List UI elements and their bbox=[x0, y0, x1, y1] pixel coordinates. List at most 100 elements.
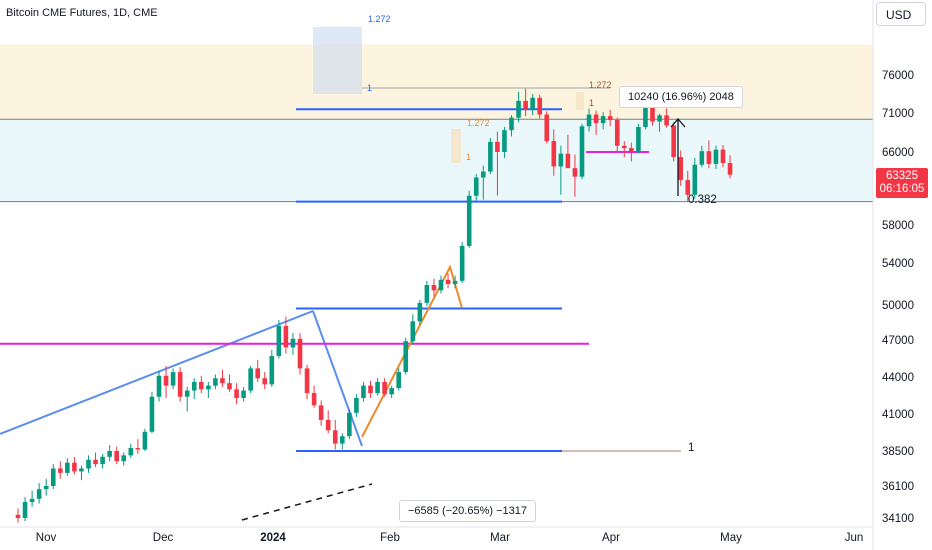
candle bbox=[417, 299, 423, 325]
candle bbox=[318, 400, 324, 426]
orange-projection bbox=[361, 264, 463, 438]
candle bbox=[706, 140, 712, 169]
candle bbox=[354, 394, 359, 417]
y-tick-label: 58000 bbox=[882, 220, 914, 232]
candle-body bbox=[727, 163, 733, 175]
candle-body bbox=[657, 115, 662, 122]
x-tick-label: Mar bbox=[490, 532, 510, 544]
candle bbox=[15, 508, 21, 523]
currency-selector[interactable]: USD bbox=[876, 2, 926, 26]
resistance-zone-yellow bbox=[0, 44, 873, 120]
fib-right-1272-label: 1.272 bbox=[589, 80, 612, 90]
candle bbox=[255, 359, 260, 382]
candle bbox=[121, 452, 127, 466]
y-tick-label: 34100 bbox=[882, 513, 914, 525]
candle-body bbox=[579, 126, 585, 177]
candle bbox=[347, 409, 352, 440]
candle-body bbox=[523, 100, 528, 110]
candle-body bbox=[509, 117, 514, 131]
candle-body bbox=[156, 375, 162, 397]
candle-body bbox=[114, 451, 119, 462]
candle-body bbox=[614, 120, 620, 146]
candle-body bbox=[516, 100, 521, 118]
candle-body bbox=[121, 455, 127, 462]
y-axis[interactable]: 34100 36100 38500 41000 44000 47000 50000 54000… bbox=[882, 70, 914, 525]
candle bbox=[382, 378, 387, 397]
candle-body bbox=[445, 279, 451, 284]
fib-box-top bbox=[313, 27, 362, 94]
candle bbox=[58, 461, 63, 479]
candle bbox=[544, 111, 550, 144]
candle bbox=[290, 333, 296, 355]
candle-body bbox=[396, 372, 401, 389]
candle bbox=[403, 337, 409, 375]
candle-body bbox=[100, 456, 105, 465]
candle-body bbox=[643, 106, 648, 128]
candle bbox=[213, 374, 218, 390]
trendline-rising bbox=[0, 310, 314, 435]
candle bbox=[565, 134, 571, 169]
candle-body bbox=[530, 97, 535, 110]
candle-body bbox=[389, 388, 394, 395]
candle-body bbox=[650, 106, 655, 122]
candle bbox=[727, 155, 733, 179]
measure-down-label: −6585 (−20.65%) −1317 bbox=[399, 500, 536, 522]
candle bbox=[488, 137, 493, 175]
candle-body bbox=[495, 141, 500, 152]
candle-body bbox=[417, 302, 423, 322]
candle-body bbox=[220, 378, 225, 384]
candle-body bbox=[558, 153, 564, 167]
last-price-value: 63325 bbox=[886, 170, 918, 182]
candle-body bbox=[593, 114, 599, 124]
candle bbox=[361, 381, 366, 402]
y-tick-label: 76000 bbox=[882, 70, 914, 82]
candle-body bbox=[199, 381, 204, 390]
y-tick-label: 71000 bbox=[882, 108, 914, 120]
candle bbox=[199, 375, 204, 394]
candle bbox=[692, 157, 698, 199]
candle-body bbox=[262, 378, 268, 385]
candle-body bbox=[311, 393, 317, 406]
candle-body bbox=[600, 116, 606, 124]
candle bbox=[22, 497, 28, 522]
candle-body bbox=[438, 279, 444, 291]
candle bbox=[184, 386, 190, 412]
candle-body bbox=[72, 462, 77, 472]
candle-body bbox=[297, 338, 303, 369]
candle-body bbox=[466, 195, 472, 246]
candle bbox=[516, 91, 521, 123]
candle-body bbox=[227, 383, 232, 390]
y-tick-label: 66000 bbox=[882, 147, 914, 159]
candle-body bbox=[544, 114, 550, 142]
y-tick-label: 44000 bbox=[882, 372, 914, 384]
candle-body bbox=[248, 368, 253, 391]
candle bbox=[713, 145, 719, 169]
candle bbox=[206, 381, 211, 398]
x-tick-label: May bbox=[720, 532, 742, 544]
candle-body bbox=[142, 431, 148, 450]
candle-body bbox=[481, 171, 486, 178]
candle-body bbox=[86, 459, 91, 469]
candle-body bbox=[15, 514, 21, 518]
fib-mid-1272-label: 1.272 bbox=[467, 118, 490, 128]
x-axis[interactable]: Nov Dec 2024 Feb Mar Apr May Jun bbox=[36, 532, 864, 544]
candle bbox=[600, 112, 606, 130]
candle bbox=[678, 150, 683, 186]
candle bbox=[248, 365, 253, 394]
candle bbox=[43, 478, 49, 496]
chart-title: Bitcoin CME Futures, 1D, CME bbox=[6, 7, 158, 19]
x-tick-label: Dec bbox=[153, 532, 174, 544]
candle bbox=[93, 452, 98, 468]
candle bbox=[473, 174, 479, 201]
candle bbox=[657, 113, 662, 132]
candle-body bbox=[375, 381, 380, 394]
y-tick-label: 54000 bbox=[882, 258, 914, 270]
candle-body bbox=[586, 114, 592, 127]
candle bbox=[586, 108, 592, 132]
candle bbox=[375, 378, 380, 396]
candle bbox=[149, 391, 155, 434]
x-tick-label: 2024 bbox=[260, 532, 286, 544]
measure-up-label: 10240 (16.96%) 2048 bbox=[619, 86, 743, 108]
y-tick-label: 38500 bbox=[882, 446, 914, 458]
